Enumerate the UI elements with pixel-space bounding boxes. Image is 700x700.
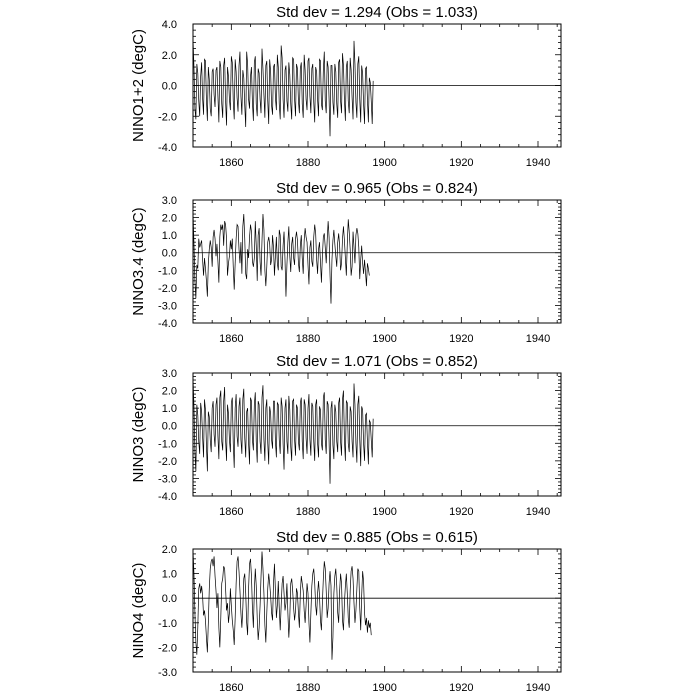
y-tick-label: -1.0 xyxy=(158,265,177,277)
series-line-nino1-2 xyxy=(192,37,374,137)
x-tick-label: 1900 xyxy=(372,157,396,169)
x-tick-label: 1860 xyxy=(219,682,243,694)
y-tick-label: 2.0 xyxy=(162,386,177,398)
panel-nino1-2: Std dev = 1.294 (Obs = 1.033) NINO1+2 (de… xyxy=(130,4,562,169)
x-tick-label: 1940 xyxy=(526,506,550,518)
x-tick-label: 1920 xyxy=(449,506,473,518)
chart-title: Std dev = 0.885 (Obs = 0.615) xyxy=(276,529,478,546)
x-tick-label: 1860 xyxy=(219,506,243,518)
y-axis-label: NINO3.4 (degC) xyxy=(130,207,147,315)
x-tick-label: 1880 xyxy=(296,682,320,694)
x-tick-label: 1900 xyxy=(372,333,396,345)
x-tick-label: 1900 xyxy=(372,682,396,694)
y-tick-label: -2.0 xyxy=(158,111,177,123)
y-tick-label: -3.0 xyxy=(158,667,177,679)
y-tick-label: -2.0 xyxy=(158,283,177,295)
y-tick-label: 4.0 xyxy=(162,19,177,31)
y-tick-label: -4.0 xyxy=(158,318,177,330)
x-tick-label: 1880 xyxy=(296,333,320,345)
y-tick-label: 1.0 xyxy=(162,230,177,242)
y-axis-label: NINO4 (degC) xyxy=(130,563,147,659)
y-tick-label: -3.0 xyxy=(158,300,177,312)
y-tick-label: -1.0 xyxy=(158,618,177,630)
y-tick-label: -2.0 xyxy=(158,642,177,654)
x-tick-label: 1860 xyxy=(219,333,243,345)
plot-frame xyxy=(192,548,562,673)
x-tick-label: 1920 xyxy=(449,157,473,169)
plot-frame xyxy=(192,199,562,324)
x-tick-label: 1940 xyxy=(526,682,550,694)
y-tick-label: -3.0 xyxy=(158,473,177,485)
y-tick-label: 2.0 xyxy=(162,50,177,62)
series-line-nino4 xyxy=(192,548,372,660)
y-tick-label: 3.0 xyxy=(162,195,177,207)
y-tick-label: 0.0 xyxy=(162,421,177,433)
y-tick-label: -4.0 xyxy=(158,491,177,503)
y-tick-label: 0.0 xyxy=(162,593,177,605)
panel-nino3-4: Std dev = 0.965 (Obs = 0.824) NINO3.4 (de… xyxy=(130,180,562,345)
y-tick-label: 3.0 xyxy=(162,368,177,380)
x-tick-label: 1880 xyxy=(296,506,320,518)
y-tick-label: 2.0 xyxy=(162,213,177,225)
plot-frame xyxy=(192,372,562,497)
x-tick-label: 1940 xyxy=(526,157,550,169)
series-line-nino3-4 xyxy=(192,210,370,304)
y-tick-label: 1.0 xyxy=(162,403,177,415)
chart-title: Std dev = 1.071 (Obs = 0.852) xyxy=(276,353,478,370)
series-line-nino3 xyxy=(192,376,374,484)
x-tick-label: 1920 xyxy=(449,682,473,694)
x-tick-label: 1860 xyxy=(219,157,243,169)
y-tick-label: 2.0 xyxy=(162,544,177,556)
y-tick-label: 0.0 xyxy=(162,81,177,93)
y-tick-label: 0.0 xyxy=(162,248,177,260)
y-tick-label: 1.0 xyxy=(162,569,177,581)
chart-title: Std dev = 0.965 (Obs = 0.824) xyxy=(276,180,478,197)
y-tick-label: -4.0 xyxy=(158,142,177,154)
x-tick-label: 1880 xyxy=(296,157,320,169)
x-tick-label: 1900 xyxy=(372,506,396,518)
y-tick-label: -1.0 xyxy=(158,438,177,450)
y-tick-label: -2.0 xyxy=(158,456,177,468)
panel-nino4: Std dev = 0.885 (Obs = 0.615) NINO4 (degC… xyxy=(130,529,562,694)
y-axis-label: NINO1+2 (degC) xyxy=(130,29,147,142)
y-axis-label: NINO3 (degC) xyxy=(130,387,147,483)
panel-nino3: Std dev = 1.071 (Obs = 0.852) NINO3 (degC… xyxy=(130,353,562,518)
chart-title: Std dev = 1.294 (Obs = 1.033) xyxy=(276,4,478,21)
x-tick-label: 1920 xyxy=(449,333,473,345)
x-tick-label: 1940 xyxy=(526,333,550,345)
